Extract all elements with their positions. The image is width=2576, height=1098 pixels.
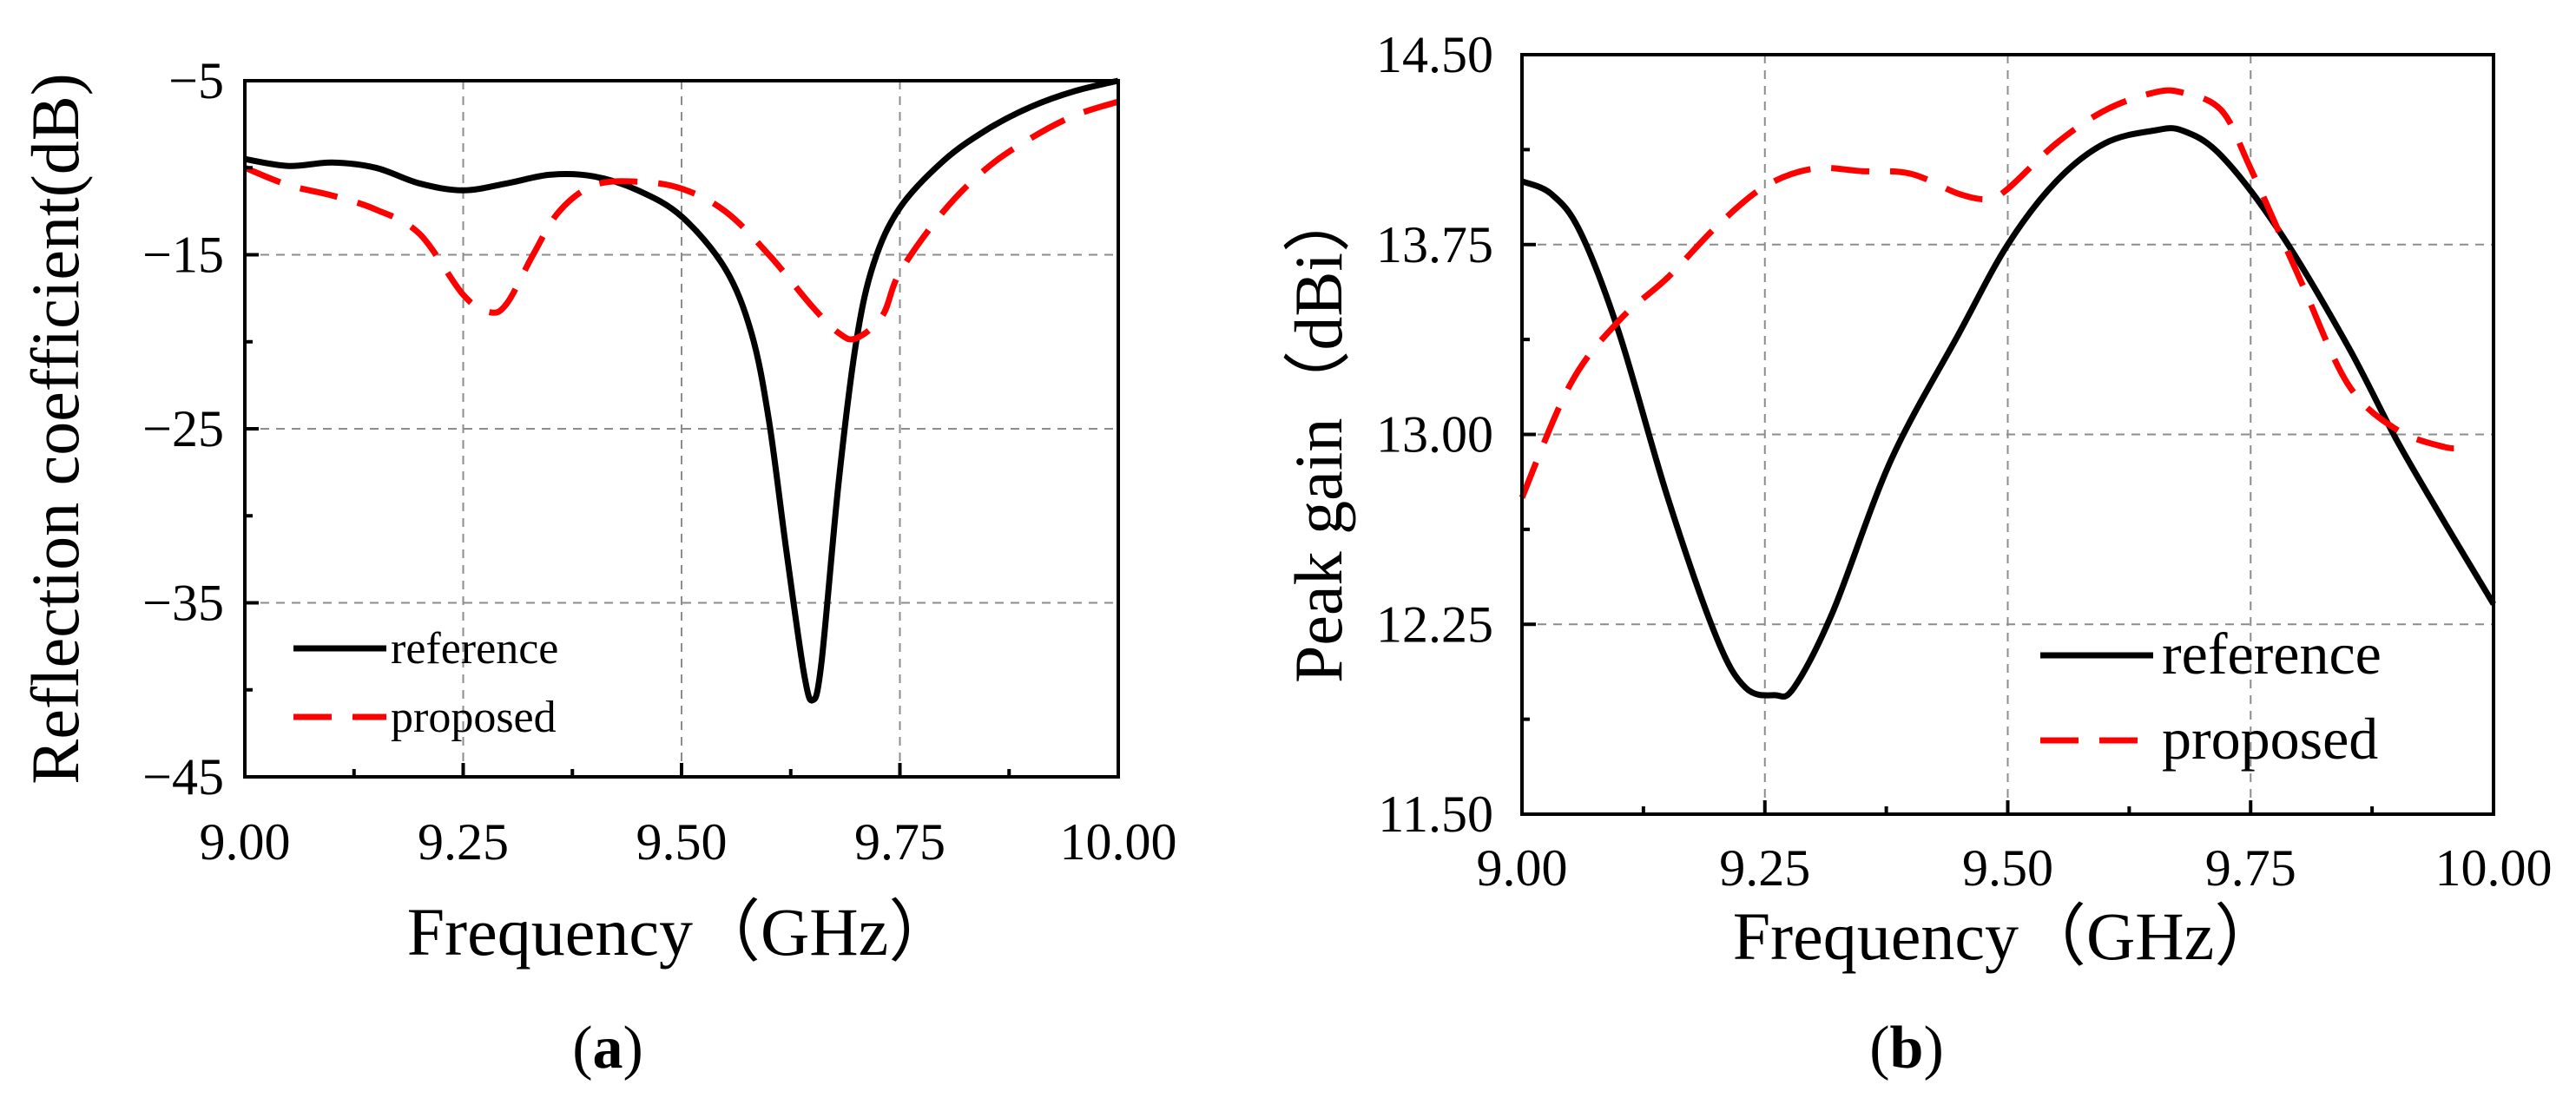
chart-b-y-tick-label: 11.50 — [1378, 786, 1493, 843]
chart-b-x-tick-label: 9.75 — [2205, 839, 2296, 897]
chart-a-x-axis-title: Frequency（GHz） — [407, 894, 957, 970]
chart-a-y-tick-label: −15 — [142, 227, 224, 284]
chart-a-series-proposed — [243, 98, 1120, 343]
chart-a-x-tick-labels: 9.00 9.25 9.50 9.75 10.00 — [200, 813, 1177, 871]
chart-b-legend-proposed-label: proposed — [2162, 706, 2378, 772]
chart-a-y-tick-label: −45 — [142, 748, 224, 805]
chart-b-series-reference — [1520, 125, 2497, 700]
chart-a-y-axis-title: Reflection coefficient(dB) — [17, 73, 93, 784]
chart-b-y-tick-labels: 11.50 12.25 13.00 13.75 14.50 — [1376, 26, 1493, 843]
chart-b-x-tick-label: 9.00 — [1477, 839, 1568, 897]
chart-a-panel-letter: a — [593, 1015, 623, 1082]
chart-a-legend-reference-label: reference — [391, 624, 558, 674]
chart-a-ticks — [243, 79, 1120, 779]
chart-b-panel-label: (b) — [1869, 1015, 1944, 1082]
chart-b-ticks — [1520, 53, 2495, 816]
chart-a-grid — [245, 81, 1118, 777]
chart-b-curves — [1519, 87, 2497, 700]
chart-a-y-tick-label: −25 — [142, 400, 224, 457]
chart-b: 9.00 9.25 9.50 9.75 10.00 11.50 12.25 13.00 13.… — [1281, 26, 2553, 1082]
chart-b-legend-reference-label: reference — [2162, 621, 2382, 687]
chart-a-panel-label: (a) — [572, 1015, 643, 1082]
chart-b-panel-letter: b — [1890, 1015, 1924, 1082]
chart-a-x-tick-label: 9.50 — [636, 813, 728, 871]
chart-b-x-tick-label: 10.00 — [2435, 839, 2553, 897]
chart-a-x-tick-label: 9.75 — [854, 813, 945, 871]
chart-b-y-tick-label: 13.75 — [1376, 216, 1493, 273]
chart-b-x-tick-labels: 9.00 9.25 9.50 9.75 10.00 — [1477, 839, 2553, 897]
chart-b-series-proposed — [1519, 87, 2465, 499]
chart-b-y-tick-label: 12.25 — [1376, 595, 1493, 653]
chart-b-y-axis-title: Peak gain（dBi） — [1281, 185, 1356, 683]
chart-b-legend: reference proposed — [2040, 621, 2382, 772]
chart-a-x-tick-label: 10.00 — [1060, 813, 1177, 871]
chart-a-curves — [243, 77, 1120, 704]
chart-a-series-reference — [244, 77, 1119, 704]
chart-a-y-tick-labels: −45 −35 −25 −15 −5 — [142, 52, 224, 805]
chart-b-grid — [1522, 55, 2494, 814]
chart-a-y-tick-label: −5 — [168, 52, 224, 109]
chart-a-legend: reference proposed — [293, 624, 558, 742]
chart-a-y-tick-label: −35 — [142, 575, 224, 632]
chart-b-x-tick-label: 9.50 — [1962, 839, 2053, 897]
chart-a: 9.00 9.25 9.50 9.75 10.00 −45 −35 −25 −15 −5 Fre… — [17, 52, 1177, 1082]
chart-a-x-tick-label: 9.25 — [418, 813, 509, 871]
chart-b-y-tick-label: 14.50 — [1376, 26, 1493, 83]
chart-a-x-tick-label: 9.00 — [200, 813, 291, 871]
chart-b-y-tick-label: 13.00 — [1376, 406, 1493, 464]
chart-b-x-axis-title: Frequency（GHz） — [1733, 898, 2283, 974]
chart-a-legend-proposed-label: proposed — [391, 693, 557, 742]
chart-b-x-tick-label: 9.25 — [1719, 839, 1810, 897]
